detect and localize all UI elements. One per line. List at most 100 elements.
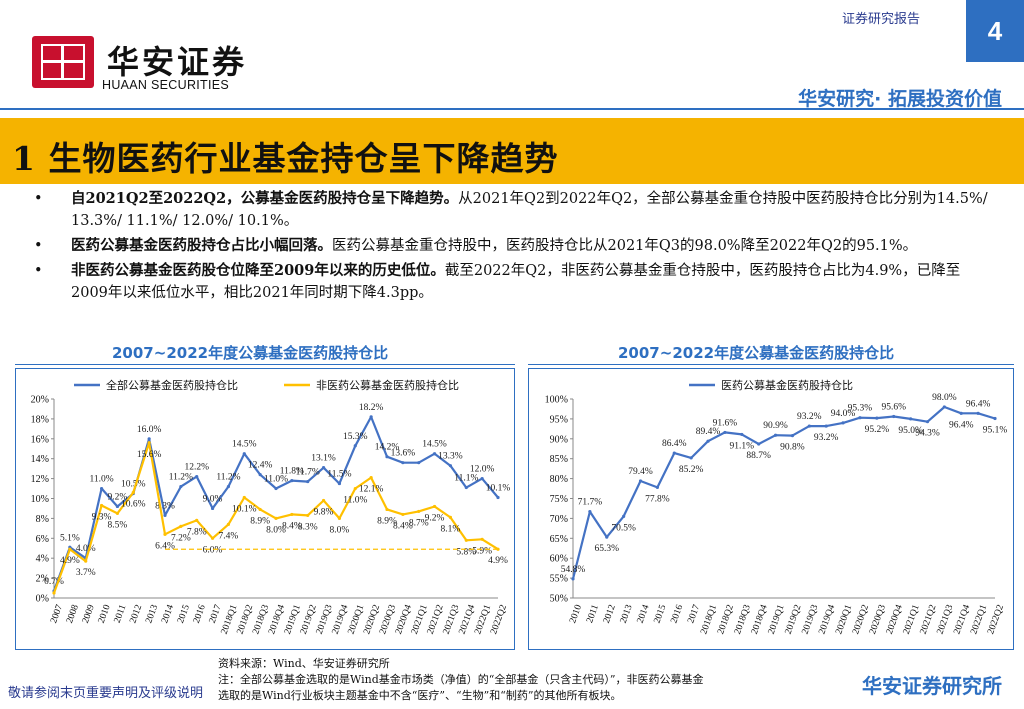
section-banner <box>0 118 1024 184</box>
y-tick-label: 100% <box>545 395 568 406</box>
data-point <box>258 473 262 477</box>
data-point <box>179 524 183 528</box>
x-tick-label: 2022Q2 <box>986 603 1006 635</box>
x-tick-label: 2016 <box>192 603 208 625</box>
logo-seal-icon <box>32 36 94 88</box>
data-label: 11.8% <box>280 467 304 477</box>
data-point <box>99 503 104 508</box>
data-point <box>496 495 500 500</box>
x-tick-label: 2017 <box>686 603 702 625</box>
data-point <box>432 452 437 456</box>
data-label: 8.0% <box>330 525 350 535</box>
data-label: 54.8% <box>561 565 586 575</box>
footer-brand: 华安证券研究所 <box>862 674 1002 698</box>
data-label: 95.6% <box>881 403 906 413</box>
data-label: 8.3% <box>155 501 175 511</box>
data-point <box>976 411 980 415</box>
data-label: 12.4% <box>248 461 273 471</box>
data-point <box>115 511 120 516</box>
data-label: 94.0% <box>831 409 856 419</box>
data-point <box>274 516 278 520</box>
data-label: 11.1% <box>454 474 478 484</box>
data-label: 85.2% <box>679 465 704 475</box>
y-tick-label: 80% <box>550 474 568 485</box>
data-label: 7.2% <box>171 533 191 543</box>
data-point <box>84 559 88 563</box>
data-point <box>99 486 104 491</box>
data-label: 95.0% <box>898 426 923 436</box>
data-label: 65.3% <box>594 544 619 554</box>
data-point <box>588 510 592 514</box>
section-title: 1 生物医药行业基金持仓呈下降趋势 <box>12 139 559 178</box>
data-point <box>464 538 468 542</box>
data-label: 91.6% <box>713 418 738 428</box>
chart1-title: 2007~2022年度公募基金医药股持仓比 <box>112 344 389 362</box>
data-point <box>622 514 626 519</box>
data-label: 9.2% <box>425 513 445 523</box>
legend-label: 全部公募基金医药股持仓比 <box>106 378 238 392</box>
chart1-rule <box>15 364 515 365</box>
data-label: 79.4% <box>628 467 653 477</box>
data-label: 11.7% <box>296 468 320 478</box>
data-label: 10.6% <box>121 500 146 510</box>
data-label: 95.2% <box>865 425 890 435</box>
bullet-text: 医药公募基金重仓持股中，医药股持仓比从2021年Q3的98.0%降至2022年Q… <box>332 238 918 254</box>
logo-english: HUAAN SECURITIES <box>102 78 230 92</box>
data-label: 70.5% <box>611 523 636 533</box>
logo-chinese: 华安证券 <box>107 43 248 81</box>
x-tick-label: 2009 <box>81 603 97 625</box>
data-point <box>306 479 310 484</box>
y-tick-label: 18% <box>31 414 49 425</box>
data-label: 95.3% <box>848 404 873 414</box>
data-label: 4.9% <box>60 556 80 566</box>
x-tick-label: 2013 <box>144 603 160 625</box>
data-point <box>369 476 373 480</box>
data-label: 90.9% <box>763 421 788 431</box>
data-point <box>689 456 693 460</box>
bullet-text: 从2021年Q2到2022年Q2，全部公募基金重仓持股中医药股持仓比分别为14.… <box>71 191 988 229</box>
data-label: 9.0% <box>203 494 223 504</box>
data-label: 11.2% <box>216 473 240 483</box>
data-point <box>480 477 484 481</box>
data-point <box>385 455 389 459</box>
y-tick-label: 95% <box>550 414 568 425</box>
data-label: 12.2% <box>184 463 209 473</box>
y-tick-label: 90% <box>550 434 568 445</box>
data-label: 8.4% <box>282 521 302 531</box>
data-point <box>858 416 862 420</box>
data-point <box>432 504 437 509</box>
data-point <box>306 513 310 518</box>
report-type: 证券研究报告 <box>842 12 921 27</box>
data-label: 13.1% <box>311 454 336 464</box>
data-point <box>605 535 609 539</box>
data-point <box>163 532 167 536</box>
chart2-rule <box>528 364 1014 365</box>
data-point <box>242 452 246 456</box>
x-tick-label: 2012 <box>602 603 618 625</box>
data-point <box>147 437 151 441</box>
data-point <box>337 516 342 520</box>
data-point <box>909 417 913 421</box>
chart1-svg: 0% 2% 4% 6% 8% 10% 12% 14% 16% 18% 20% 2007 2008 2009… <box>31 378 511 636</box>
data-point <box>571 577 575 581</box>
y-tick-label: 10% <box>31 494 49 505</box>
data-point <box>353 486 357 491</box>
data-label: 4.9% <box>488 556 508 566</box>
data-label: 9.3% <box>92 512 112 522</box>
data-label: 9.2% <box>108 492 128 502</box>
data-point <box>401 512 405 517</box>
data-point <box>115 504 120 509</box>
data-label: 15.6% <box>137 450 162 460</box>
data-point <box>147 441 151 445</box>
data-point <box>321 498 326 503</box>
data-label: 86.4% <box>662 439 687 449</box>
data-point <box>369 415 373 419</box>
data-label: 13.3% <box>438 452 463 462</box>
data-point <box>401 461 405 465</box>
data-label: 96.4% <box>949 420 974 430</box>
data-label: 8.0% <box>266 525 286 535</box>
y-tick-label: 2% <box>36 574 49 585</box>
data-label: 93.2% <box>814 433 839 443</box>
data-point <box>242 495 246 500</box>
slogan: 华安研究· 拓展投资价值 <box>798 88 1002 110</box>
